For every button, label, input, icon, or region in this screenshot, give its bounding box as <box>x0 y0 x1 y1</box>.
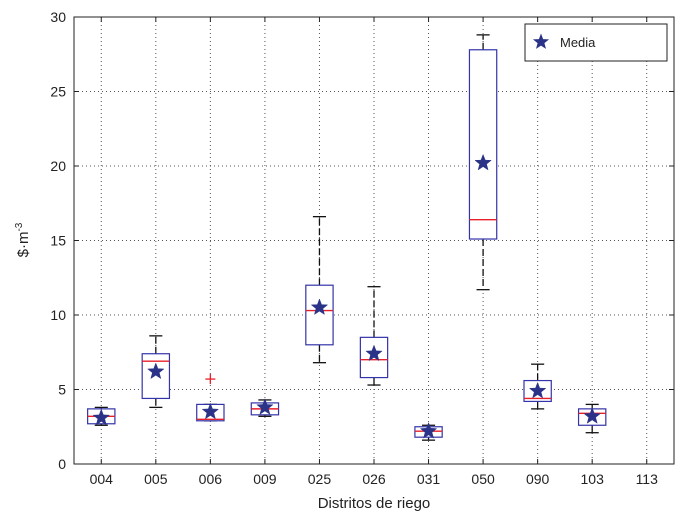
x-axis-label: Distritos de riego <box>318 495 431 512</box>
box-iqr <box>305 284 334 346</box>
mean-star-marker <box>92 408 111 426</box>
y-tick-label: 25 <box>50 84 66 100</box>
y-axis-label: $·m-3 <box>14 222 32 257</box>
x-tick-label: 031 <box>417 471 441 487</box>
x-tick-label: 025 <box>308 471 332 487</box>
x-tick-label: 004 <box>90 471 114 487</box>
mean-star-marker <box>310 298 329 316</box>
legend: Media <box>524 23 668 62</box>
box-layer <box>87 34 607 441</box>
x-tick-label: 026 <box>362 471 386 487</box>
mean-star-marker <box>419 422 438 439</box>
y-tick-label: 20 <box>50 158 66 174</box>
y-axis-label-exponent: -3 <box>14 222 25 231</box>
tick-layer: 0 5 10 15 20 25 30 004 005 006 009 025 026 031 050 090 1… <box>50 9 674 487</box>
x-tick-label: 090 <box>526 471 550 487</box>
y-tick-label: 15 <box>50 233 66 249</box>
box-iqr <box>141 353 171 400</box>
mean-star-marker <box>474 153 492 171</box>
y-tick-label: 10 <box>50 307 66 323</box>
mean-star-marker <box>528 381 547 399</box>
legend-label: Media <box>560 35 596 50</box>
y-axis-label-main: $·m <box>15 232 32 258</box>
x-tick-label: 113 <box>636 471 659 487</box>
y-tick-label: 0 <box>58 456 66 472</box>
legend-box <box>524 23 668 62</box>
legend-star-icon <box>532 33 550 49</box>
box-iqr <box>468 49 498 240</box>
y-tick-label: 5 <box>58 382 66 398</box>
mean-star-marker <box>365 344 383 362</box>
x-tick-label: 009 <box>253 471 277 487</box>
x-tick-label: 103 <box>581 471 605 487</box>
x-tick-label: 050 <box>471 471 495 487</box>
mean-star-marker <box>147 362 165 380</box>
x-tick-label: 006 <box>199 471 223 487</box>
mean-star-marker <box>583 407 601 424</box>
mean-star-marker <box>201 402 220 420</box>
y-tick-label: 30 <box>50 9 66 25</box>
mean-star-marker <box>256 398 274 415</box>
x-tick-label: 005 <box>144 471 168 487</box>
